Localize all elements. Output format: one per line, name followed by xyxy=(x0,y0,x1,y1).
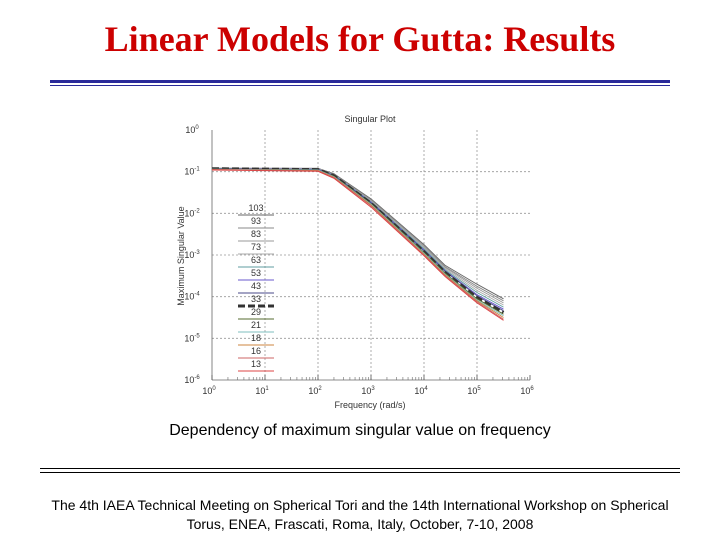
legend-label-103: 103 xyxy=(248,203,263,213)
x-tick-label: 102 xyxy=(308,386,322,396)
footer-line-1: The 4th IAEA Technical Meeting on Spheri… xyxy=(51,497,669,513)
axes-layer: 100 101 102 103 104 105 106 100 10-1 10-2 10-3 10-4… xyxy=(184,125,534,396)
legend-label-93: 93 xyxy=(251,216,261,226)
chart-xlabel: Frequency (rad/s) xyxy=(334,400,405,410)
slide-title: Linear Models for Gutta: Results xyxy=(104,19,616,59)
footer-line-2: Torus, ENEA, Frascati, Roma, Italy, Octo… xyxy=(186,516,534,532)
chart-title: Singular Plot xyxy=(344,114,396,124)
title-rule-thin xyxy=(50,85,670,86)
legend-label-16: 16 xyxy=(251,346,261,356)
x-tick-label: 100 xyxy=(202,386,216,396)
y-tick-label: 10-6 xyxy=(184,375,200,385)
series-line-13 xyxy=(211,169,504,321)
y-tick-label: 10-1 xyxy=(184,167,200,177)
x-tick-label: 103 xyxy=(361,386,375,396)
y-tick-label: 10-4 xyxy=(184,292,200,302)
figure-caption: Dependency of maximum singular value on … xyxy=(169,422,551,439)
x-tick-label: 104 xyxy=(414,386,428,396)
legend-label-13: 13 xyxy=(251,359,261,369)
legend-label-43: 43 xyxy=(251,281,261,291)
chart-ylabel: Maximum Singular Value xyxy=(176,206,186,305)
legend-label-29: 29 xyxy=(251,307,261,317)
legend-label-73: 73 xyxy=(251,242,261,252)
series-layer xyxy=(211,167,505,321)
title-rule-thick xyxy=(50,80,670,83)
legend-label-53: 53 xyxy=(251,268,261,278)
x-tick-label: 105 xyxy=(467,386,481,396)
x-tick-label: 106 xyxy=(520,386,534,396)
legend-label-83: 83 xyxy=(251,229,261,239)
legend-label-33: 33 xyxy=(251,294,261,304)
y-tick-label: 10-3 xyxy=(184,250,200,260)
x-tick-label: 101 xyxy=(255,386,269,396)
legend-label-18: 18 xyxy=(251,333,261,343)
legend-label-63: 63 xyxy=(251,255,261,265)
footer-rule-top xyxy=(40,468,680,469)
y-tick-label: 100 xyxy=(185,125,199,135)
y-tick-label: 10-5 xyxy=(184,333,200,343)
singular-value-chart: 100 101 102 103 104 105 106 100 10-1 10-2 10-3 10-4… xyxy=(176,114,534,410)
legend-label-21: 21 xyxy=(251,320,261,330)
legend-layer: 103 93 83 73 63 53 43 33 29 21 18 16 13 xyxy=(238,203,274,372)
footer-rule-bottom xyxy=(40,472,680,473)
footer: The 4th IAEA Technical Meeting on Spheri… xyxy=(35,496,685,534)
series-line-16 xyxy=(211,169,504,320)
y-tick-label: 10-2 xyxy=(184,208,200,218)
